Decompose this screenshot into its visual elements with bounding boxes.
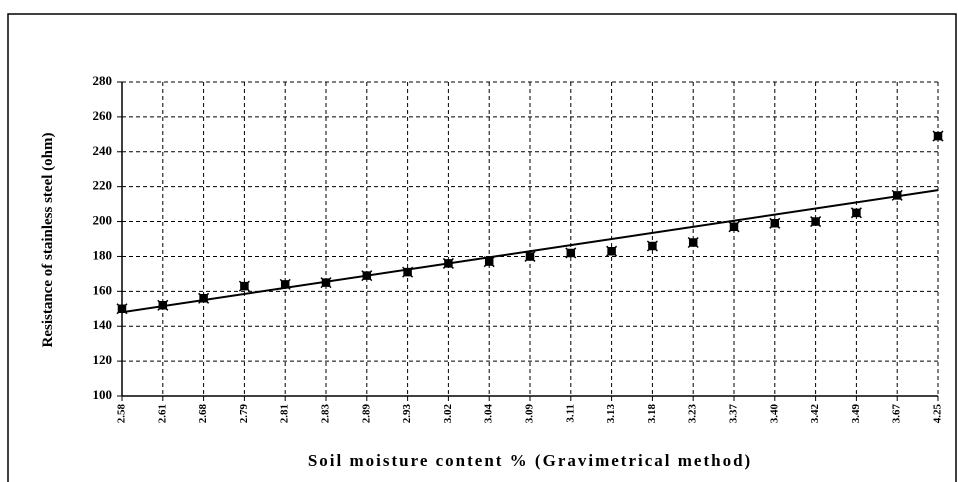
x-tick-label: 3.40 <box>768 404 780 424</box>
x-tick-label: 2.93 <box>401 404 413 424</box>
point <box>361 270 373 282</box>
x-tick-label: 3.37 <box>728 404 740 424</box>
y-tick-label: 120 <box>93 352 113 367</box>
x-tick-label: 2.83 <box>320 404 332 424</box>
y-tick-label: 200 <box>93 213 113 228</box>
x-tick-label: 3.42 <box>809 404 821 424</box>
x-tick-label: 3.09 <box>524 404 536 424</box>
frame <box>7 13 957 482</box>
point <box>157 299 169 311</box>
point <box>402 266 414 278</box>
point <box>728 221 740 233</box>
point <box>850 207 862 219</box>
y-tick-label: 280 <box>93 73 113 88</box>
x-tick-label: 2.79 <box>238 404 250 424</box>
point <box>279 278 291 290</box>
point <box>483 256 495 268</box>
y-tick-label: 180 <box>93 247 113 262</box>
point <box>687 236 699 249</box>
x-tick-label: 2.58 <box>116 404 128 424</box>
x-tick-label: 3.11 <box>564 404 576 423</box>
y-tick-label: 100 <box>93 387 113 402</box>
point <box>238 280 250 292</box>
point <box>198 292 210 304</box>
point <box>646 240 658 252</box>
point <box>565 247 577 259</box>
y-tick-label: 240 <box>93 143 113 158</box>
x-tick-label: 3.02 <box>442 404 454 424</box>
point <box>606 245 618 257</box>
x-tick-label: 3.04 <box>483 404 495 424</box>
x-tick-label: 4.25 <box>932 404 944 424</box>
point <box>116 303 128 315</box>
y-tick-label: 220 <box>93 178 113 193</box>
y-tick-label: 160 <box>93 282 113 297</box>
point <box>932 130 944 142</box>
x-tick-label: 3.18 <box>646 404 658 424</box>
x-tick-label: 2.68 <box>197 404 209 424</box>
point <box>320 277 332 289</box>
point <box>442 257 454 269</box>
x-tick-label: 3.13 <box>605 404 617 424</box>
x-tick-label: 3.67 <box>891 404 903 424</box>
point <box>769 217 781 229</box>
x-tick-label: 2.81 <box>279 404 291 423</box>
x-tick-label: 3.49 <box>850 404 862 424</box>
point <box>810 216 822 228</box>
y-tick-label: 260 <box>93 108 113 123</box>
x-tick-label: 2.61 <box>156 404 168 423</box>
point <box>891 189 903 201</box>
x-tick-label: 2.89 <box>360 404 372 424</box>
x-axis-title: Soil moisture content % (Gravimetrical m… <box>308 451 752 470</box>
y-tick-label: 140 <box>93 317 113 332</box>
x-tick-label: 3.23 <box>687 404 699 424</box>
point <box>524 250 536 262</box>
y-axis-title: Resistance of stainless steel (ohm) <box>40 133 56 348</box>
trendline <box>121 189 939 314</box>
